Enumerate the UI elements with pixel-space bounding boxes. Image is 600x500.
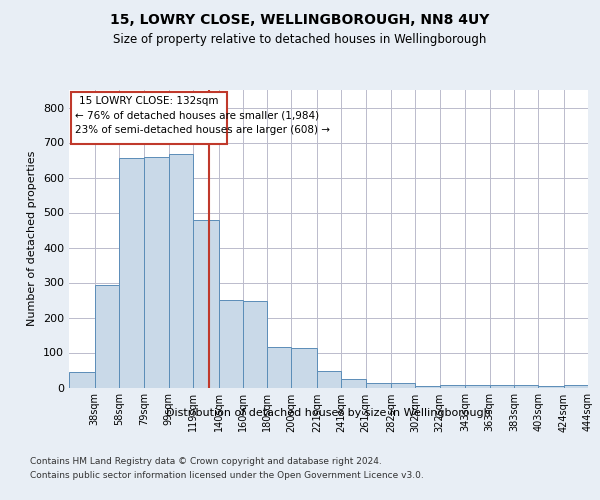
Text: 15, LOWRY CLOSE, WELLINGBOROUGH, NN8 4UY: 15, LOWRY CLOSE, WELLINGBOROUGH, NN8 4UY xyxy=(110,12,490,26)
Bar xyxy=(193,220,218,388)
Bar xyxy=(440,384,465,388)
Text: 23% of semi-detached houses are larger (608) →: 23% of semi-detached houses are larger (… xyxy=(75,125,330,135)
Bar xyxy=(145,156,169,388)
Bar xyxy=(69,372,95,388)
Bar xyxy=(514,384,538,388)
Bar xyxy=(415,386,440,388)
Bar xyxy=(169,154,193,388)
Bar xyxy=(95,286,119,388)
Bar xyxy=(119,158,145,388)
Bar xyxy=(490,386,514,388)
Text: Size of property relative to detached houses in Wellingborough: Size of property relative to detached ho… xyxy=(113,32,487,46)
Bar xyxy=(365,382,391,388)
Bar xyxy=(243,300,267,388)
Y-axis label: Number of detached properties: Number of detached properties xyxy=(28,151,37,326)
Bar xyxy=(341,379,365,388)
Bar xyxy=(71,92,227,144)
Bar xyxy=(292,348,317,388)
Text: Contains public sector information licensed under the Open Government Licence v3: Contains public sector information licen… xyxy=(30,471,424,480)
Bar xyxy=(563,386,588,388)
Bar xyxy=(317,370,341,388)
Bar xyxy=(218,300,243,388)
Text: Contains HM Land Registry data © Crown copyright and database right 2024.: Contains HM Land Registry data © Crown c… xyxy=(30,457,382,466)
Bar xyxy=(391,383,415,388)
Bar xyxy=(267,347,292,388)
Text: ← 76% of detached houses are smaller (1,984): ← 76% of detached houses are smaller (1,… xyxy=(75,110,319,120)
Bar xyxy=(465,384,490,388)
Text: Distribution of detached houses by size in Wellingborough: Distribution of detached houses by size … xyxy=(166,408,491,418)
Text: 15 LOWRY CLOSE: 132sqm: 15 LOWRY CLOSE: 132sqm xyxy=(79,96,219,106)
Bar xyxy=(538,386,563,388)
